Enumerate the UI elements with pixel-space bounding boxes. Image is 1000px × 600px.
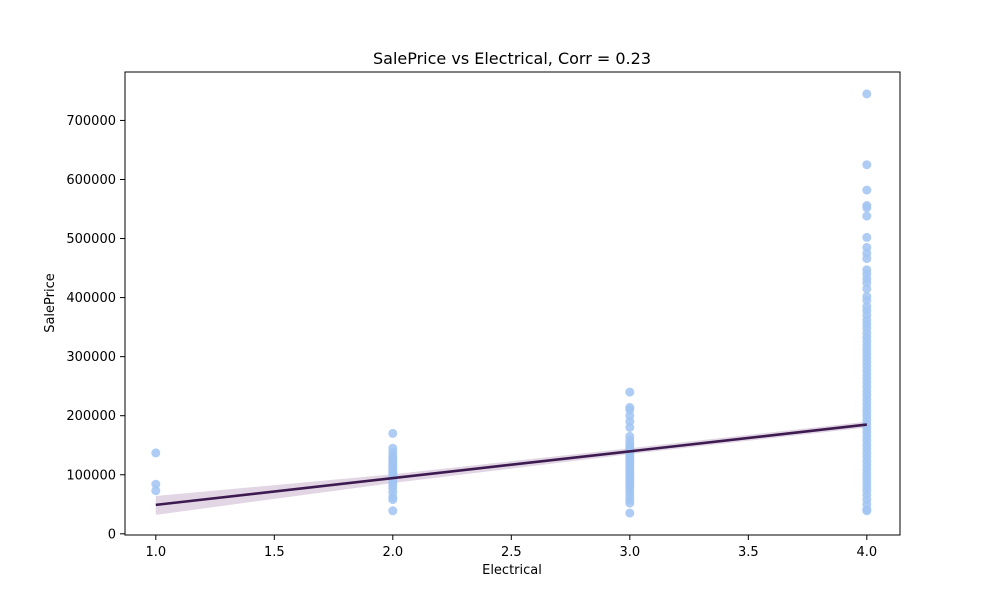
scatter-point [151,479,161,489]
scatter-point [151,486,161,496]
regression-line-layer [155,423,867,507]
y-axis-label: SalePrice [43,273,58,333]
scatter-point [388,506,398,516]
x-axis-label: Electrical [482,563,542,578]
chart-title: SalePrice vs Electrical, Corr = 0.23 [373,49,651,68]
scatter-point [862,185,872,195]
y-tick-label: 400000 [66,291,116,306]
y-tick-label: 100000 [66,468,116,483]
y-tick-label: 500000 [66,232,116,247]
plot-area-frame [124,71,901,536]
scatter-points-layer [151,89,872,518]
scatter-point [625,387,635,397]
regression-line [155,423,867,507]
scatter-point [625,508,635,518]
x-tick-label: 4.0 [856,545,877,560]
x-tick-label: 3.5 [738,545,759,560]
scatter-point [388,428,398,438]
scatter-point [862,160,872,170]
scatter-point [388,495,398,505]
scatter-point [862,506,872,516]
scatter-point [862,284,872,294]
x-tick-label: 1.5 [264,545,285,560]
scatter-point [625,423,635,432]
y-axis-ticks: 0 100000 200000 300000 400000 500000 600000 700… [66,114,125,542]
y-tick-label: 600000 [66,173,116,188]
scatter-point [862,203,872,213]
scatter-point [151,448,161,458]
scatter-point [862,232,872,242]
scatter-point [625,498,635,508]
y-tick-label: 200000 [66,409,116,424]
scatter-point [862,211,872,221]
y-tick-label: 0 [108,527,116,542]
y-tick-label: 700000 [66,114,116,129]
x-tick-label: 2.5 [501,545,522,560]
x-tick-label: 1.0 [145,545,166,560]
x-axis-ticks: 1.0 1.5 2.0 2.5 3.0 3.5 4.0 [145,535,877,560]
scatter-point [862,254,872,264]
x-tick-label: 2.0 [382,545,403,560]
scatter-point [862,89,872,99]
y-tick-label: 300000 [66,350,116,365]
x-tick-label: 3.0 [619,545,640,560]
